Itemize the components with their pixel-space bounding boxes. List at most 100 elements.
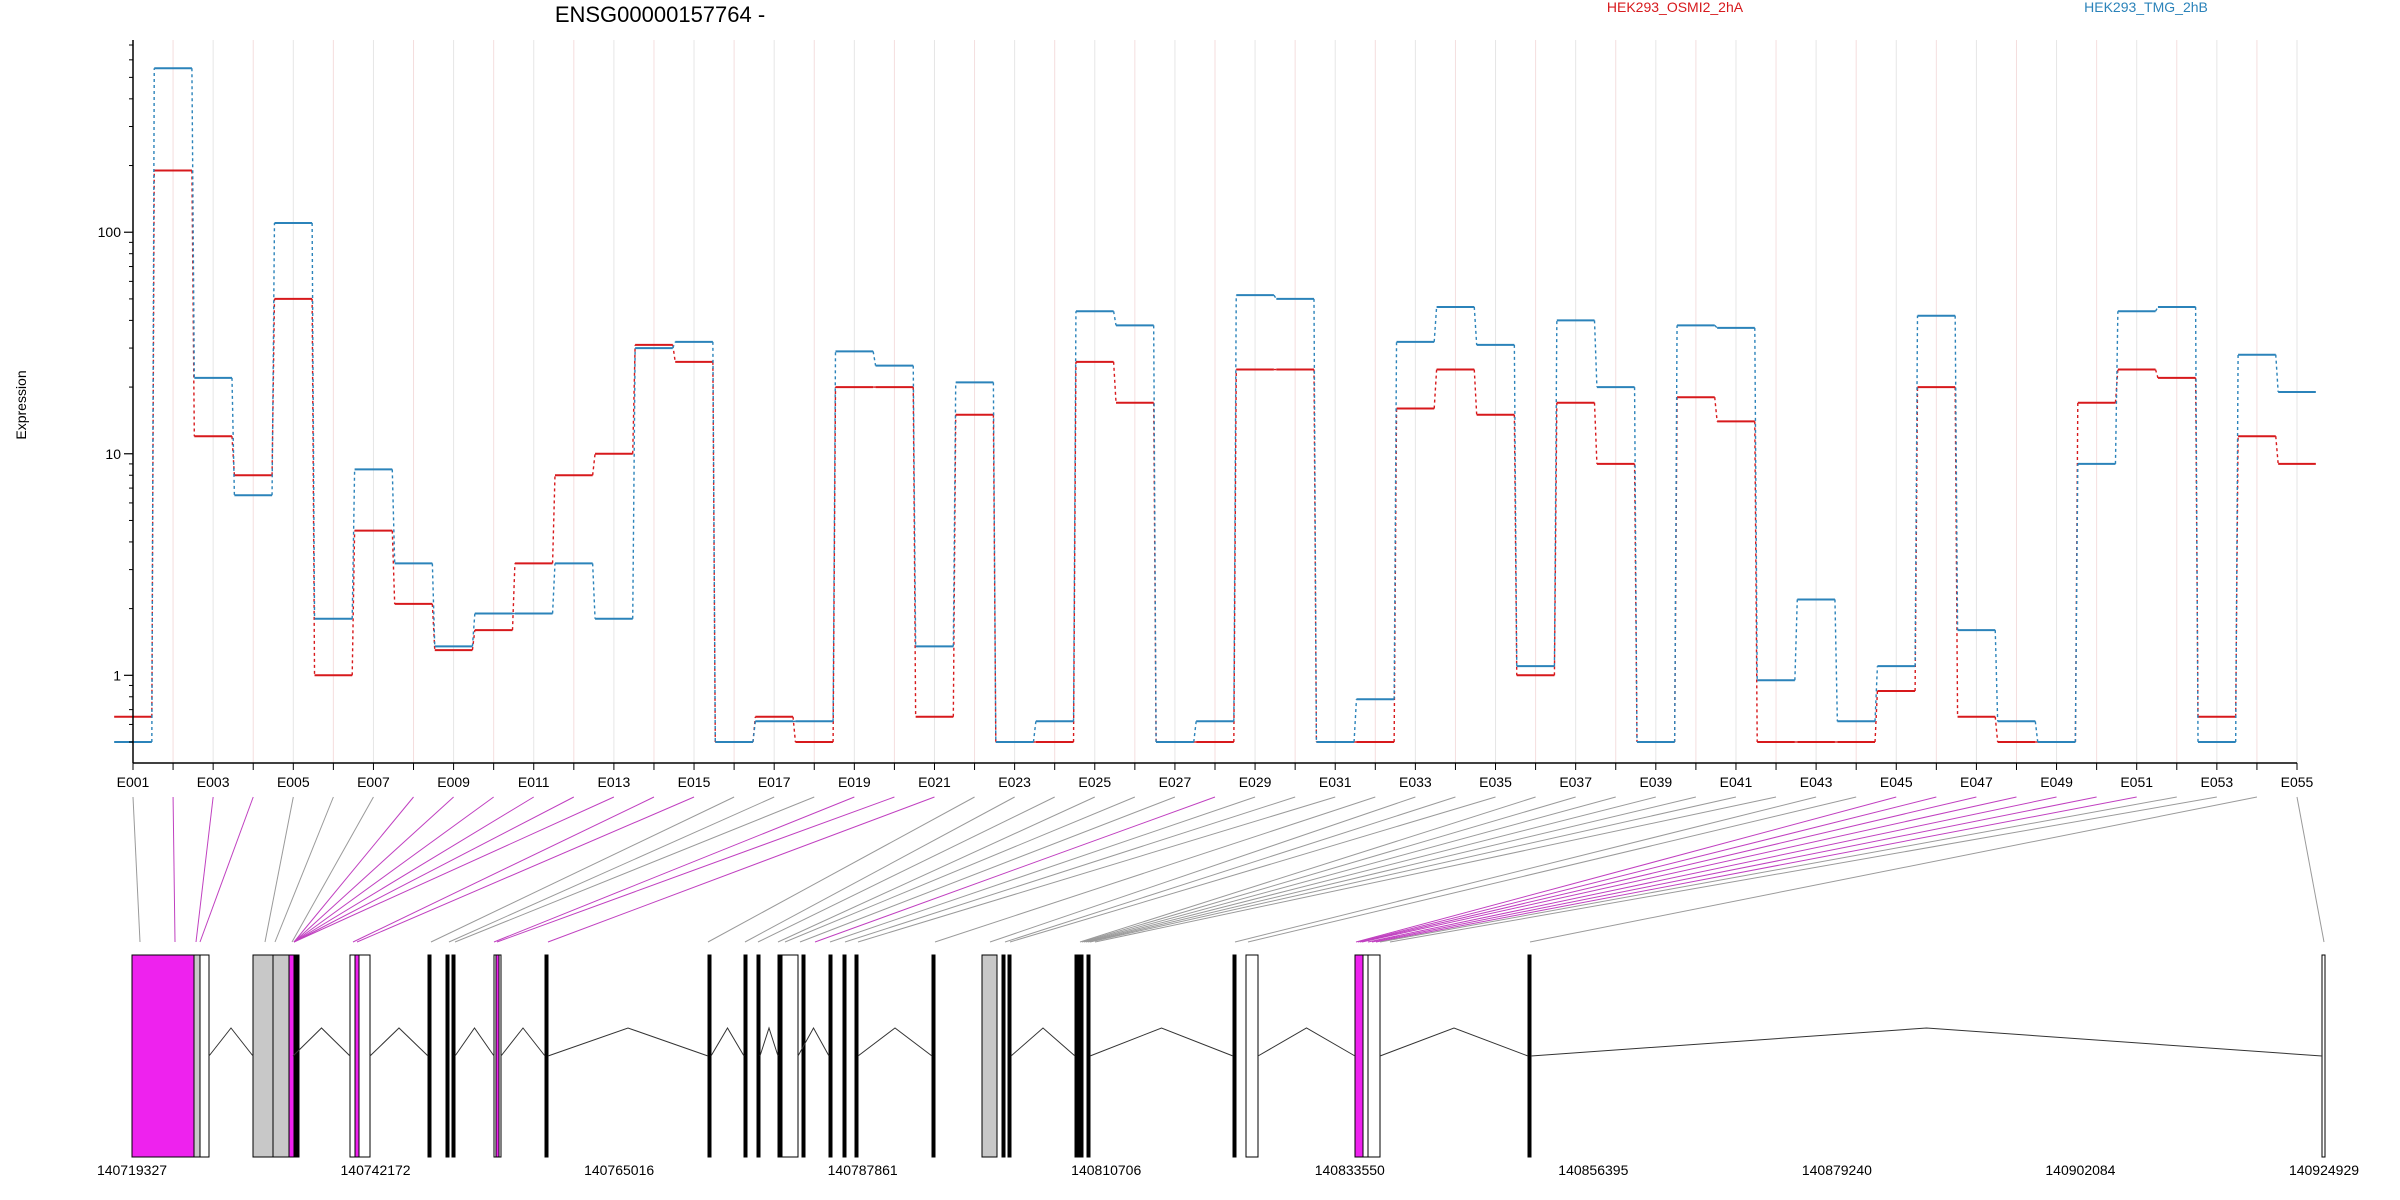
coordinate-label-2: 140742172 xyxy=(341,1162,411,1178)
series-1-connector-24 xyxy=(1112,311,1117,326)
gene-model-exon-7 xyxy=(293,954,300,1158)
series-1-connector-52 xyxy=(2234,354,2239,743)
series-0-connector-10 xyxy=(551,475,556,564)
exon-connector-E054 xyxy=(1529,796,2258,943)
exon-connector-E053 xyxy=(1389,796,2217,943)
series-1-connector-35 xyxy=(1553,320,1558,667)
series-1-connector-7 xyxy=(431,563,436,647)
exon-connector-E038 xyxy=(1083,796,1616,943)
x-tick-label-E025: E025 xyxy=(1078,774,1111,790)
x-tick-label-E047: E047 xyxy=(1960,774,1993,790)
series-1-connector-19 xyxy=(912,365,917,647)
coordinate-label-7: 140856395 xyxy=(1558,1162,1628,1178)
exon-connector-E029 xyxy=(829,796,1256,943)
gene-model-exon-17 xyxy=(743,954,748,1158)
gene-model-exon-11 xyxy=(445,954,450,1158)
series-0-connector-39 xyxy=(1714,397,1718,422)
series-1-connector-44 xyxy=(1914,315,1919,667)
series-1-connector-48 xyxy=(2074,463,2079,743)
series-1-connector-5 xyxy=(351,469,356,619)
exon-connector-E021 xyxy=(547,796,935,943)
x-tick-label-E013: E013 xyxy=(598,774,631,790)
series-1-connector-23 xyxy=(1072,311,1077,722)
genomic-coordinate-axis: 140719327 140742172 140765016 140787861 1408… xyxy=(97,1162,2359,1178)
series-0-connector-9 xyxy=(511,563,516,631)
series-1-connector-41 xyxy=(1794,599,1798,681)
y-axis-label: Expression xyxy=(13,370,29,439)
exon-connector-E046 xyxy=(1357,796,1937,943)
x-tick-label-E015: E015 xyxy=(678,774,711,790)
series-1-connector-21 xyxy=(992,382,997,743)
coordinate-label-1: 140719327 xyxy=(97,1162,167,1178)
coordinate-label-6: 140833550 xyxy=(1315,1162,1385,1178)
series-1-connector-30 xyxy=(1353,699,1358,743)
exon-connector-E033 xyxy=(989,796,1416,943)
series-1-connector-47 xyxy=(2034,721,2039,743)
y-tick-label-100: 100 xyxy=(98,224,122,240)
x-tick-label-E011: E011 xyxy=(518,774,550,790)
series-0-connector-50 xyxy=(2154,369,2159,379)
exon-connector-E051 xyxy=(1375,796,2137,943)
y-tick-label-10: 10 xyxy=(105,446,121,462)
chart-title: ENSG00000157764 - xyxy=(555,2,765,27)
exon-connector-E045 xyxy=(1355,796,1897,943)
series-1-connector-53 xyxy=(2275,354,2279,393)
x-tick-label-E007: E007 xyxy=(357,774,390,790)
exon-connector-E055 xyxy=(2296,796,2325,943)
gene-model-intron-6 xyxy=(547,1027,709,1057)
exon-connector-E005 xyxy=(264,796,294,943)
coordinate-label-10: 140924929 xyxy=(2289,1162,2359,1178)
series-1-connector-14 xyxy=(712,341,716,743)
gene-model-intron-8 xyxy=(759,1026,779,1057)
gene-model-intron-3 xyxy=(369,1027,429,1057)
series-0-connector-43 xyxy=(1874,690,1879,743)
legend-label-1: HEK293_TMG_2hB xyxy=(2084,0,2208,15)
series-0-connector-33 xyxy=(1473,369,1478,415)
series-1-connector-25 xyxy=(1152,325,1157,743)
series-1-connector-46 xyxy=(1994,630,1999,722)
x-tick-label-E029: E029 xyxy=(1239,774,1272,790)
plot-grid xyxy=(132,40,2298,763)
series-1-connector-17 xyxy=(832,351,837,722)
series-HEK293_TMG_2hB xyxy=(114,67,2316,743)
exon-connector-E006 xyxy=(274,796,334,943)
gene-model-intron-2 xyxy=(292,1027,351,1057)
gene-model-exon-21 xyxy=(801,954,806,1158)
series-0-connector-24 xyxy=(1112,361,1117,403)
exon-connector-E043 xyxy=(1234,796,1817,943)
exon-connector-E010 xyxy=(293,796,494,943)
gene-model-exon-22 xyxy=(828,954,833,1158)
exon-connector-E040 xyxy=(1087,796,1697,943)
x-tick-label-E055: E055 xyxy=(2281,774,2314,790)
series-1-connector-40 xyxy=(1754,327,1758,681)
x-tick-label-E051: E051 xyxy=(2120,774,2153,790)
gene-model-intron-11 xyxy=(1010,1027,1076,1057)
exon-connector-E017 xyxy=(448,796,775,943)
gene-model-exon-14 xyxy=(495,954,500,1158)
series-1-connector-32 xyxy=(1433,306,1438,342)
series-1-connector-33 xyxy=(1473,306,1478,345)
exon-connector-E050 xyxy=(1371,796,2097,943)
gene-model-intron-10 xyxy=(857,1027,933,1057)
exon-connector-E016 xyxy=(430,796,735,943)
gene-model-intron-14 xyxy=(1379,1027,1529,1057)
exon-connector-E023 xyxy=(744,796,1015,943)
gene-model-exon-10 xyxy=(427,954,432,1158)
gene-model-exon-33 xyxy=(1245,954,1259,1158)
exon-connector-lines xyxy=(132,796,2325,943)
x-tick-label-E045: E045 xyxy=(1880,774,1913,790)
exon-connector-E008 xyxy=(293,796,414,943)
x-tick-label-E031: E031 xyxy=(1319,774,1352,790)
coordinate-label-3: 140765016 xyxy=(584,1162,654,1178)
x-tick-label-E021: E021 xyxy=(918,774,951,790)
gene-model-exon-37 xyxy=(1527,954,1532,1158)
gene-model-exon-24 xyxy=(854,954,859,1158)
gene-model-exon-4 xyxy=(252,954,274,1158)
x-tick-label-E003: E003 xyxy=(197,774,230,790)
series-0-connector-37 xyxy=(1633,463,1638,743)
gene-model-exon-26 xyxy=(981,954,998,1158)
legend-label-0: HEK293_OSMI2_2hA xyxy=(1607,0,1744,15)
series-1-connector-22 xyxy=(1032,721,1037,743)
gene-model-exon-15 xyxy=(544,954,549,1158)
